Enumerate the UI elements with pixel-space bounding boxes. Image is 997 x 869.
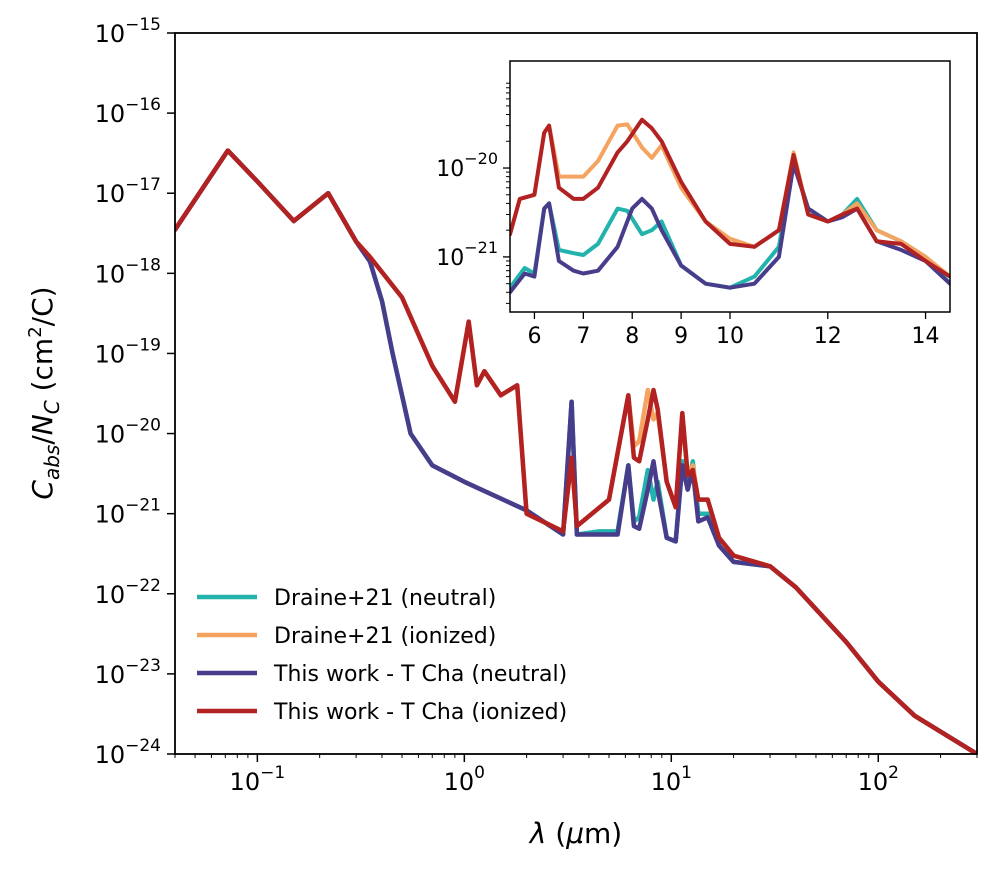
inset-x-tick-label: 7 (576, 324, 590, 349)
inset-x-tick-label: 10 (716, 324, 744, 349)
main-series-layer (175, 148, 977, 754)
main-y-tick-label: 10−15 (95, 15, 161, 48)
inset-plot-panel: 6 7 8 9 10 12 14 10−20 10−21 (436, 60, 951, 349)
main-y-tick-label: 10−19 (95, 335, 161, 368)
main-x-tick-label: 100 (444, 763, 485, 796)
inset-y-axis: 10−20 10−21 (436, 82, 510, 304)
inset-series-layer (510, 117, 950, 295)
main-y-axis: 10−15 10−16 10−17 10−18 10−19 10−20 10−21 10−22… (95, 15, 175, 769)
inset-series-line-this-work-t-cha-ionized (510, 117, 950, 279)
inset-y-tick-label: 10−20 (436, 149, 498, 182)
legend-label-this-work-t-cha-neutral: This work - T Cha (neutral) (273, 662, 567, 687)
main-y-tick-label: 10−24 (95, 736, 161, 769)
main-plot-frame (174, 32, 978, 755)
inset-y-tick-label: 10−21 (436, 238, 498, 271)
inset-x-tick-label: 9 (674, 324, 688, 349)
main-y-tick-label: 10−23 (95, 656, 161, 689)
main-y-tick-label: 10−18 (95, 255, 161, 288)
inset-x-axis: 6 7 8 9 10 12 14 (527, 312, 940, 349)
legend-label-draine-21-ionized: Draine+21 (ionized) (274, 624, 496, 649)
legend: Draine+21 (neutral) Draine+21 (ionized) Th… (197, 586, 567, 725)
inset-x-tick-label: 14 (912, 324, 940, 349)
legend-label-draine-21-neutral: Draine+21 (neutral) (274, 586, 496, 611)
main-x-tick-label: 10−1 (230, 763, 286, 796)
main-series-line-this-work-t-cha-ionized (175, 148, 977, 754)
main-x-tick-label: 102 (858, 763, 899, 796)
main-y-tick-label: 10−20 (95, 416, 161, 449)
main-x-axis: 10−1 100 101 102 (174, 754, 978, 796)
main-y-tick-label: 10−16 (95, 95, 161, 128)
inset-x-tick-label: 8 (625, 324, 639, 349)
main-y-tick-label: 10−21 (95, 496, 161, 529)
main-y-tick-label: 10−22 (95, 576, 161, 609)
inset-x-tick-label: 6 (527, 324, 541, 349)
main-y-tick-label: 10−17 (95, 175, 161, 208)
inset-background (510, 61, 950, 312)
x-axis-title: λ (μm) (528, 817, 622, 850)
inset-x-tick-label: 12 (814, 324, 842, 349)
legend-label-this-work-t-cha-ionized: This work - T Cha (ionized) (273, 700, 567, 725)
main-plot-panel: 10−1 100 101 102 10−1510−1610−1710−1810−191… (95, 15, 978, 796)
y-axis-title: Cabs/NC (cm2/C) (25, 286, 64, 499)
main-x-tick-label: 101 (651, 763, 692, 796)
